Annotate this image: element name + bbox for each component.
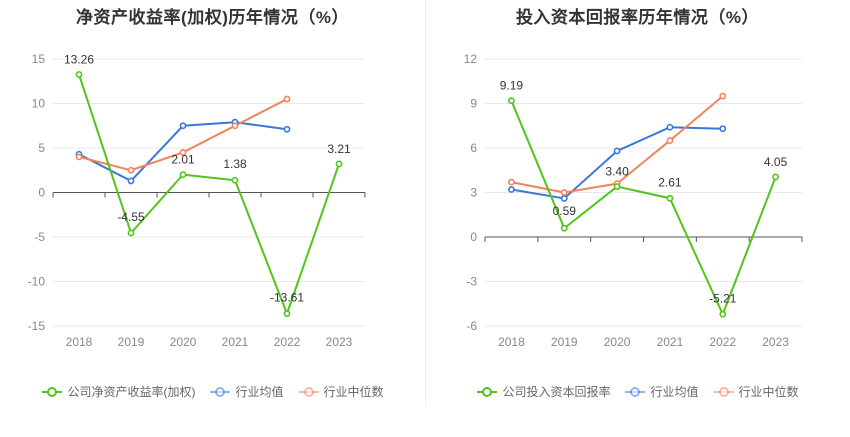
roe-chart-panel: 净资产收益率(加权)历年情况（%） -15 -10 -5 0 5 10 15 2018 2019… <box>0 8 425 400</box>
series-line-company <box>78 74 340 315</box>
data-point-industry-mean <box>560 195 568 202</box>
data-point-company <box>75 71 83 78</box>
data-point-industry-median <box>283 95 291 103</box>
data-label: 4.05 <box>764 155 788 169</box>
legend-label: 公司净资产收益率(加权) <box>67 385 196 399</box>
legend-item-industry-median[interactable]: 行业中位数 <box>298 383 384 400</box>
x-tick-label: 2018 <box>498 335 525 349</box>
data-label: -4.55 <box>117 210 145 224</box>
data-label: 0.59 <box>553 204 577 218</box>
y-tick-label: -10 <box>28 275 46 289</box>
panel-divider <box>425 0 426 407</box>
data-label: -13.61 <box>270 291 304 305</box>
x-tick-label: 2022 <box>709 335 736 349</box>
data-point-industry-median <box>719 92 727 100</box>
data-point-company <box>772 173 779 181</box>
y-tick-label: 10 <box>32 97 46 111</box>
data-point-company <box>231 176 239 184</box>
legend-item-industry-median[interactable]: 行业中位数 <box>713 383 799 400</box>
data-point-industry-mean <box>666 123 674 131</box>
data-label: 9.19 <box>500 79 524 93</box>
legend-item-company[interactable]: 公司净资产收益率(加权) <box>41 383 195 400</box>
data-point-industry-median <box>75 153 83 161</box>
legend-label: 行业中位数 <box>323 385 384 399</box>
legend-item-industry-mean[interactable]: 行业均值 <box>209 383 284 400</box>
legend-line-icon <box>713 386 734 397</box>
roic-chart-title: 投入资本回报率历年情况（%） <box>515 8 760 27</box>
roic-chart-plot: -6 -3 0 3 6 9 12 2018 2019 2020 2021 2022 2023 9.19 0.… <box>464 52 803 349</box>
data-label: 2.61 <box>658 175 682 189</box>
y-tick-label: 5 <box>38 141 45 155</box>
data-label: -5.21 <box>709 291 737 305</box>
data-point-industry-median <box>231 122 239 130</box>
y-tick-label: 0 <box>38 186 45 200</box>
data-point-company <box>335 160 343 168</box>
x-tick-label: 2019 <box>118 335 145 349</box>
y-tick-label: 3 <box>470 186 477 200</box>
data-point-company <box>613 183 621 190</box>
x-tick-label: 2021 <box>657 335 684 349</box>
legend-label: 公司投入资本回报率 <box>502 385 611 399</box>
x-tick-label: 2019 <box>551 335 578 349</box>
data-point-industry-median <box>560 189 568 196</box>
roe-chart-title: 净资产收益率(加权)历年情况（%） <box>76 8 349 27</box>
x-tick-label: 2023 <box>326 335 353 349</box>
data-point-industry-median <box>666 137 674 144</box>
x-tick-label: 2018 <box>66 335 93 349</box>
legend-item-industry-mean[interactable]: 行业均值 <box>624 383 699 400</box>
data-point-company <box>560 224 568 232</box>
x-tick-label: 2021 <box>222 335 249 349</box>
data-point-industry-mean <box>283 125 291 133</box>
x-tick-label: 2022 <box>274 335 301 349</box>
legend-label: 行业均值 <box>235 385 284 399</box>
data-point-company <box>666 194 674 202</box>
data-point-industry-median <box>508 178 515 186</box>
x-tick-label: 2020 <box>604 335 631 349</box>
data-point-company <box>283 310 291 318</box>
series-line-company <box>510 100 777 316</box>
data-point-company <box>508 97 515 105</box>
x-tick-label: 2020 <box>170 335 197 349</box>
y-tick-label: -6 <box>466 319 477 333</box>
data-label: 2.01 <box>171 153 195 167</box>
y-tick-label: 12 <box>464 52 478 66</box>
legend-line-icon <box>298 386 319 397</box>
legend-line-icon <box>210 386 231 397</box>
data-point-industry-mean <box>719 125 727 133</box>
y-tick-label: 9 <box>470 97 477 111</box>
roe-chart-legend: 公司净资产收益率(加权) 行业均值 行业中位数 <box>0 383 425 400</box>
legend-label: 行业均值 <box>650 385 699 399</box>
y-tick-label: -5 <box>34 230 45 244</box>
data-point-industry-mean <box>127 177 135 185</box>
y-tick-label: 15 <box>32 52 46 66</box>
roe-chart-plot: -15 -10 -5 0 5 10 15 2018 2019 2020 2021 2022 2023 13… <box>28 52 366 349</box>
x-tick-label: 2023 <box>762 335 789 349</box>
legend-label: 行业中位数 <box>738 385 799 399</box>
data-label: 3.21 <box>327 142 351 156</box>
y-tick-label: 0 <box>470 230 477 244</box>
roic-chart-panel: 投入资本回报率历年情况（%） -6 -3 0 3 6 9 12 2018 2019 2020 202… <box>425 0 850 437</box>
legend-item-company[interactable]: 公司投入资本回报率 <box>476 383 610 400</box>
data-point-industry-median <box>179 149 187 156</box>
data-point-company <box>179 171 187 179</box>
data-label: 3.40 <box>605 165 629 179</box>
data-point-industry-median <box>127 166 135 174</box>
y-tick-label: -3 <box>466 275 477 289</box>
data-point-industry-mean <box>613 147 621 155</box>
roic-chart-legend: 公司投入资本回报率 行业均值 行业中位数 <box>425 383 850 400</box>
legend-line-icon <box>42 386 63 397</box>
legend-line-icon <box>477 386 498 397</box>
y-tick-label: 6 <box>470 141 477 155</box>
legend-line-icon <box>625 386 646 397</box>
data-point-company <box>127 229 135 237</box>
data-label: 1.38 <box>223 157 247 171</box>
y-tick-label: -15 <box>28 319 46 333</box>
data-point-industry-mean <box>508 186 515 193</box>
data-point-company <box>719 310 727 318</box>
data-label: 13.26 <box>64 52 94 66</box>
data-point-industry-mean <box>179 122 187 130</box>
